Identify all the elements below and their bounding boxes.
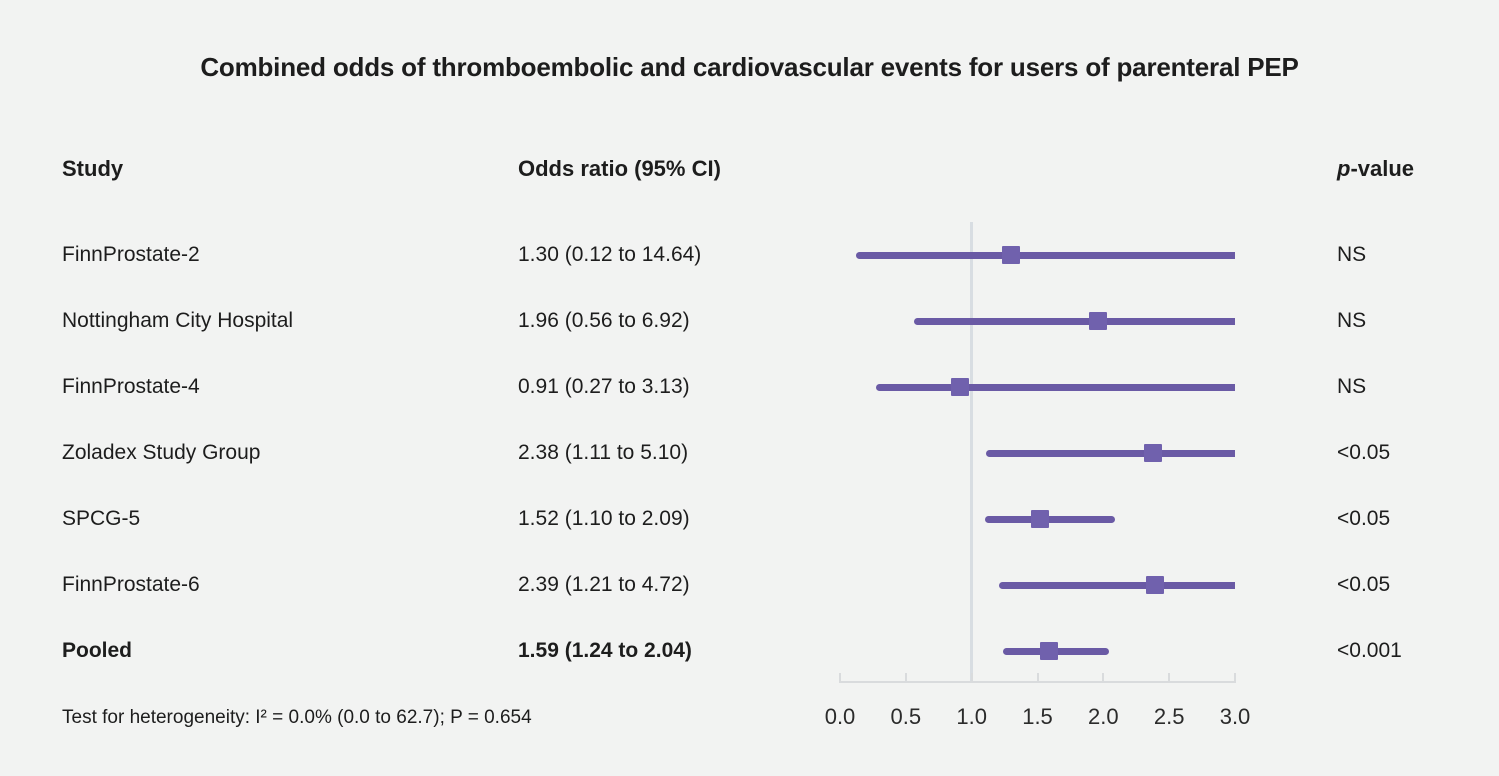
odds-ratio-ci-text: 1.30 (0.12 to 14.64)	[518, 243, 702, 266]
pvalue-column-header: p-value	[1337, 156, 1415, 181]
ci-line	[875, 383, 1235, 391]
p-value: <0.05	[1337, 441, 1391, 464]
study-name: Pooled	[62, 639, 133, 662]
odds-ratio-column-header: Odds ratio (95% CI)	[518, 156, 721, 181]
table-row: FinnProstate-6 2.39 (1.21 to 4.72) <0.05	[0, 552, 1499, 618]
study-name: SPCG-5	[62, 507, 141, 530]
ci-plot-cell	[840, 354, 1280, 420]
x-axis-tick-label: 0.5	[890, 704, 922, 729]
x-axis-tick	[839, 673, 841, 681]
study-name: FinnProstate-2	[62, 243, 200, 266]
x-axis-tick-label: 3.0	[1219, 704, 1251, 729]
odds-ratio-ci-text: 1.96 (0.56 to 6.92)	[518, 309, 690, 332]
table-row: Pooled 1.59 (1.24 to 2.04) <0.001	[0, 618, 1499, 684]
ci-line	[855, 251, 1235, 259]
odds-ratio-marker	[1031, 510, 1050, 528]
table-row: FinnProstate-2 1.30 (0.12 to 14.64) NS	[0, 222, 1499, 288]
odds-ratio-marker	[1145, 576, 1164, 594]
figure-title: Combined odds of thromboembolic and card…	[200, 52, 1299, 82]
ci-line	[986, 449, 1235, 457]
study-name: Zoladex Study Group	[62, 441, 261, 464]
heterogeneity-note: Test for heterogeneity: I² = 0.0% (0.0 t…	[62, 707, 532, 728]
table-row: Zoladex Study Group 2.38 (1.11 to 5.10) <0…	[0, 420, 1499, 486]
odds-ratio-marker	[1040, 642, 1059, 660]
odds-ratio-marker	[1002, 246, 1021, 264]
p-value: NS	[1337, 243, 1367, 266]
reference-line-at-1	[970, 222, 973, 683]
x-axis-tick-label: 2.5	[1153, 704, 1185, 729]
x-axis-tick	[970, 673, 973, 681]
study-name: Nottingham City Hospital	[62, 309, 294, 332]
p-value: <0.05	[1337, 573, 1391, 596]
table-row: SPCG-5 1.52 (1.10 to 2.09) <0.05	[0, 486, 1499, 552]
odds-ratio-ci-text: 1.59 (1.24 to 2.04)	[518, 639, 692, 662]
x-axis-tick-label: 1.5	[1022, 704, 1053, 729]
ci-plot-cell	[840, 486, 1280, 552]
x-axis-tick-label: 2.0	[1088, 704, 1119, 729]
table-row: Nottingham City Hospital 1.96 (0.56 to 6.…	[0, 288, 1499, 354]
x-axis-tick-label: 0.0	[824, 704, 856, 729]
x-axis-tick	[904, 673, 907, 681]
x-axis-tick	[1168, 673, 1171, 681]
x-axis-tick	[1036, 673, 1039, 681]
x-axis-tick-label: 1.0	[956, 704, 987, 729]
ci-plot-cell	[840, 222, 1280, 288]
p-value: <0.001	[1337, 639, 1402, 662]
study-column-header: Study	[62, 156, 124, 181]
ci-line	[913, 317, 1235, 325]
ci-plot-cell	[840, 618, 1280, 684]
ci-plot-cell	[840, 288, 1280, 354]
p-value: <0.05	[1337, 507, 1391, 530]
ci-plot-cell	[840, 552, 1280, 618]
odds-ratio-ci-text: 0.91 (0.27 to 3.13)	[518, 375, 690, 398]
p-value: NS	[1337, 309, 1367, 332]
ci-line	[999, 581, 1235, 589]
odds-ratio-ci-text: 2.38 (1.11 to 5.10)	[518, 441, 689, 464]
x-axis-tick	[1234, 673, 1236, 681]
odds-ratio-ci-text: 1.52 (1.10 to 2.09)	[518, 507, 690, 530]
x-axis-line	[839, 681, 1236, 683]
x-axis-tick	[1102, 673, 1105, 681]
column-headers: Study Odds ratio (95% CI) p-value	[0, 136, 1499, 202]
ci-plot-cell	[840, 420, 1280, 486]
p-value: NS	[1337, 375, 1367, 398]
odds-ratio-marker	[1089, 312, 1108, 330]
study-name: FinnProstate-4	[62, 375, 200, 398]
table-row: FinnProstate-4 0.91 (0.27 to 3.13) NS	[0, 354, 1499, 420]
forest-rows: FinnProstate-2 1.30 (0.12 to 14.64) NS Nott…	[0, 222, 1499, 684]
odds-ratio-marker	[1144, 444, 1163, 462]
odds-ratio-marker	[950, 378, 969, 396]
odds-ratio-ci-text: 2.39 (1.21 to 4.72)	[518, 573, 690, 596]
study-name: FinnProstate-6	[62, 573, 200, 596]
ci-line	[984, 515, 1116, 523]
